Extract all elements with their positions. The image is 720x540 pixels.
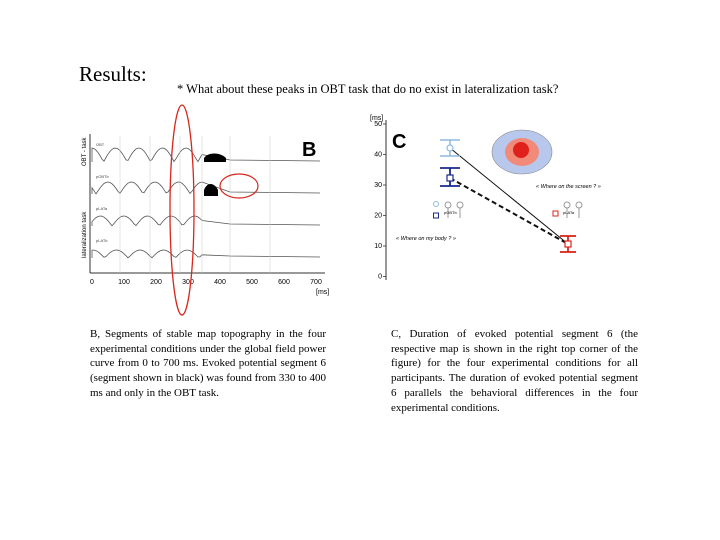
x-unit-label: [ms] xyxy=(316,289,329,296)
figure-b: OBT - task lateralization task B OBT pOBT… xyxy=(80,128,340,300)
gfp-curves: OBT pOBTb pLATa pLATb xyxy=(91,136,321,273)
x-tick-label: 500 xyxy=(246,279,258,286)
results-heading: Results: xyxy=(79,62,147,86)
y-tick-label: 10 xyxy=(374,243,382,250)
red-highlight-ellipse xyxy=(169,104,195,316)
y-tick-label: 50 xyxy=(374,121,382,128)
x-tick-label: 200 xyxy=(150,279,162,286)
svg-text:pLATa: pLATa xyxy=(563,210,575,215)
gfp-curve-row xyxy=(91,181,321,195)
side-label-obt: OBT - task xyxy=(82,136,88,166)
person-icons-right: pLATa xyxy=(552,201,583,218)
x-tick-label: 600 xyxy=(278,279,290,286)
row-label: pOBTb xyxy=(96,174,109,179)
panel-letter-c: C xyxy=(392,131,406,153)
caption-c: C, Duration of evoked potential segment … xyxy=(391,328,638,414)
gfp-curve-row xyxy=(91,147,321,163)
errorbar-lat xyxy=(560,235,576,253)
segment-6-pobtb xyxy=(204,184,218,196)
lat-line xyxy=(449,177,569,245)
x-tick-label: 0 xyxy=(90,279,94,286)
y-tick-label: 40 xyxy=(374,152,382,159)
errorbar-obt-light xyxy=(440,139,460,157)
segment-6-obt xyxy=(204,153,226,162)
y-tick-label: 0 xyxy=(378,274,382,281)
y-tick-label: 30 xyxy=(374,182,382,189)
y-unit-label: [ms] xyxy=(370,115,383,122)
highlight-ellipse xyxy=(219,173,259,199)
screen-label: « Where on the screen ? » xyxy=(536,184,601,190)
body-label: « Where on my body ? » xyxy=(396,236,456,242)
row-label: pLATb xyxy=(96,238,108,243)
side-label-lateralization: lateralization task xyxy=(82,211,88,258)
obt-line xyxy=(449,147,569,245)
question-text: * What about these peaks in OBT task tha… xyxy=(177,82,559,96)
gfp-curve-row xyxy=(91,215,321,227)
x-tick-label: 400 xyxy=(214,279,226,286)
x-tick-label: 100 xyxy=(118,279,130,286)
row-label: OBT xyxy=(96,142,105,147)
x-tick-label: 700 xyxy=(310,279,322,286)
x-tick-label: 300 xyxy=(182,279,194,286)
errorbar-obt-dark xyxy=(440,167,460,187)
gfp-curve-row xyxy=(91,249,321,259)
person-icons-left: pOBTb xyxy=(433,201,464,219)
svg-text:pOBTb: pOBTb xyxy=(444,210,457,215)
panel-letter-b: B xyxy=(302,139,316,161)
y-tick-label: 20 xyxy=(374,213,382,220)
row-label: pLATa xyxy=(96,206,108,211)
caption-b: B, Segments of stable map topography in … xyxy=(90,328,326,399)
figure-c: [ms] 50 40 30 20 10 0 C « Where on the screen… xyxy=(360,112,620,294)
